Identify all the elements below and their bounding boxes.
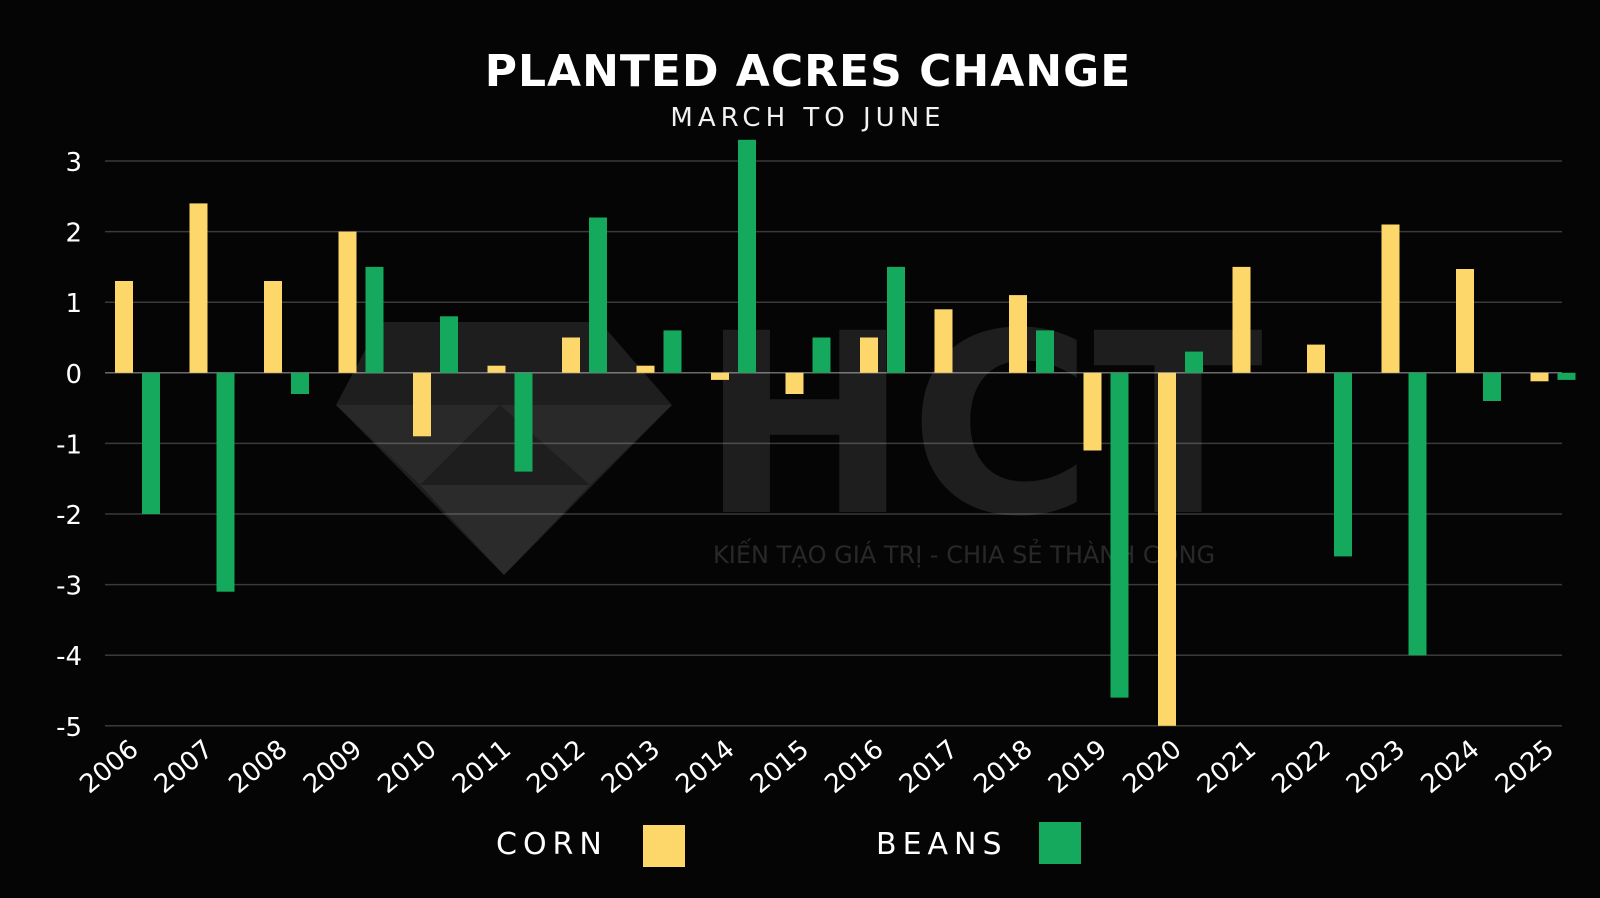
chart-title: PLANTED ACRES CHANGE <box>485 46 1132 97</box>
y-tick-label: -5 <box>56 713 82 743</box>
y-tick-label: 0 <box>65 360 82 390</box>
y-tick-label: -2 <box>56 501 82 531</box>
beans-bar <box>291 372 309 394</box>
bars <box>115 139 1576 726</box>
legend-beans-label: BEANS <box>876 827 1008 862</box>
beans-bar <box>514 372 533 472</box>
beans-bar <box>1110 372 1129 698</box>
corn-bar <box>711 372 729 380</box>
beans-bar <box>440 316 458 373</box>
legend-corn-swatch <box>643 825 685 867</box>
corn-bar <box>487 365 506 373</box>
legend: CORN BEANS <box>496 822 1081 867</box>
beans-bar <box>738 139 756 373</box>
beans-bar <box>1036 330 1054 373</box>
corn-bar <box>934 309 953 373</box>
corn-bar <box>562 337 580 373</box>
y-tick-label: 1 <box>65 289 82 319</box>
beans-bar <box>887 266 905 373</box>
watermark-brand: HCT <box>700 280 1263 571</box>
beans-bar <box>1483 372 1501 401</box>
beans-bar <box>1557 372 1576 380</box>
beans-bar <box>663 330 682 373</box>
corn-bar <box>264 281 282 373</box>
beans-bar <box>365 266 384 373</box>
corn-bar <box>115 281 133 373</box>
beans-bar <box>812 337 831 373</box>
corn-bar <box>413 372 431 437</box>
legend-corn-label: CORN <box>496 827 608 862</box>
beans-bar <box>1334 372 1352 557</box>
corn-bar <box>636 365 655 373</box>
corn-bar <box>1381 224 1400 373</box>
y-tick-label: 2 <box>65 219 82 249</box>
y-tick-label: -4 <box>56 642 82 672</box>
corn-bar <box>338 231 357 373</box>
corn-bar <box>1009 295 1027 373</box>
chart-subtitle: MARCH TO JUNE <box>670 103 945 133</box>
legend-beans-swatch <box>1039 822 1081 864</box>
beans-bar <box>142 372 160 514</box>
corn-bar <box>860 337 878 373</box>
y-axis: 3 2 1 0 -1 -2 -3 -4 -5 <box>56 148 82 743</box>
beans-bar <box>589 217 607 373</box>
y-tick-label: -3 <box>56 572 82 602</box>
beans-bar <box>216 372 235 592</box>
corn-bar <box>785 372 804 394</box>
watermark-slogan: KIẾN TẠO GIÁ TRỊ - CHIA SẺ THÀNH CÔNG <box>713 537 1215 569</box>
corn-bar <box>1083 372 1102 451</box>
corn-bar <box>1232 266 1251 373</box>
corn-bar <box>1307 344 1325 373</box>
corn-bar <box>189 203 208 373</box>
beans-bar <box>1185 351 1203 373</box>
y-tick-label: 3 <box>65 148 82 178</box>
corn-bar <box>1456 269 1474 373</box>
corn-bar <box>1158 372 1176 726</box>
y-tick-label: -1 <box>56 430 82 460</box>
corn-bar <box>1530 372 1549 382</box>
beans-bar <box>1408 372 1427 656</box>
